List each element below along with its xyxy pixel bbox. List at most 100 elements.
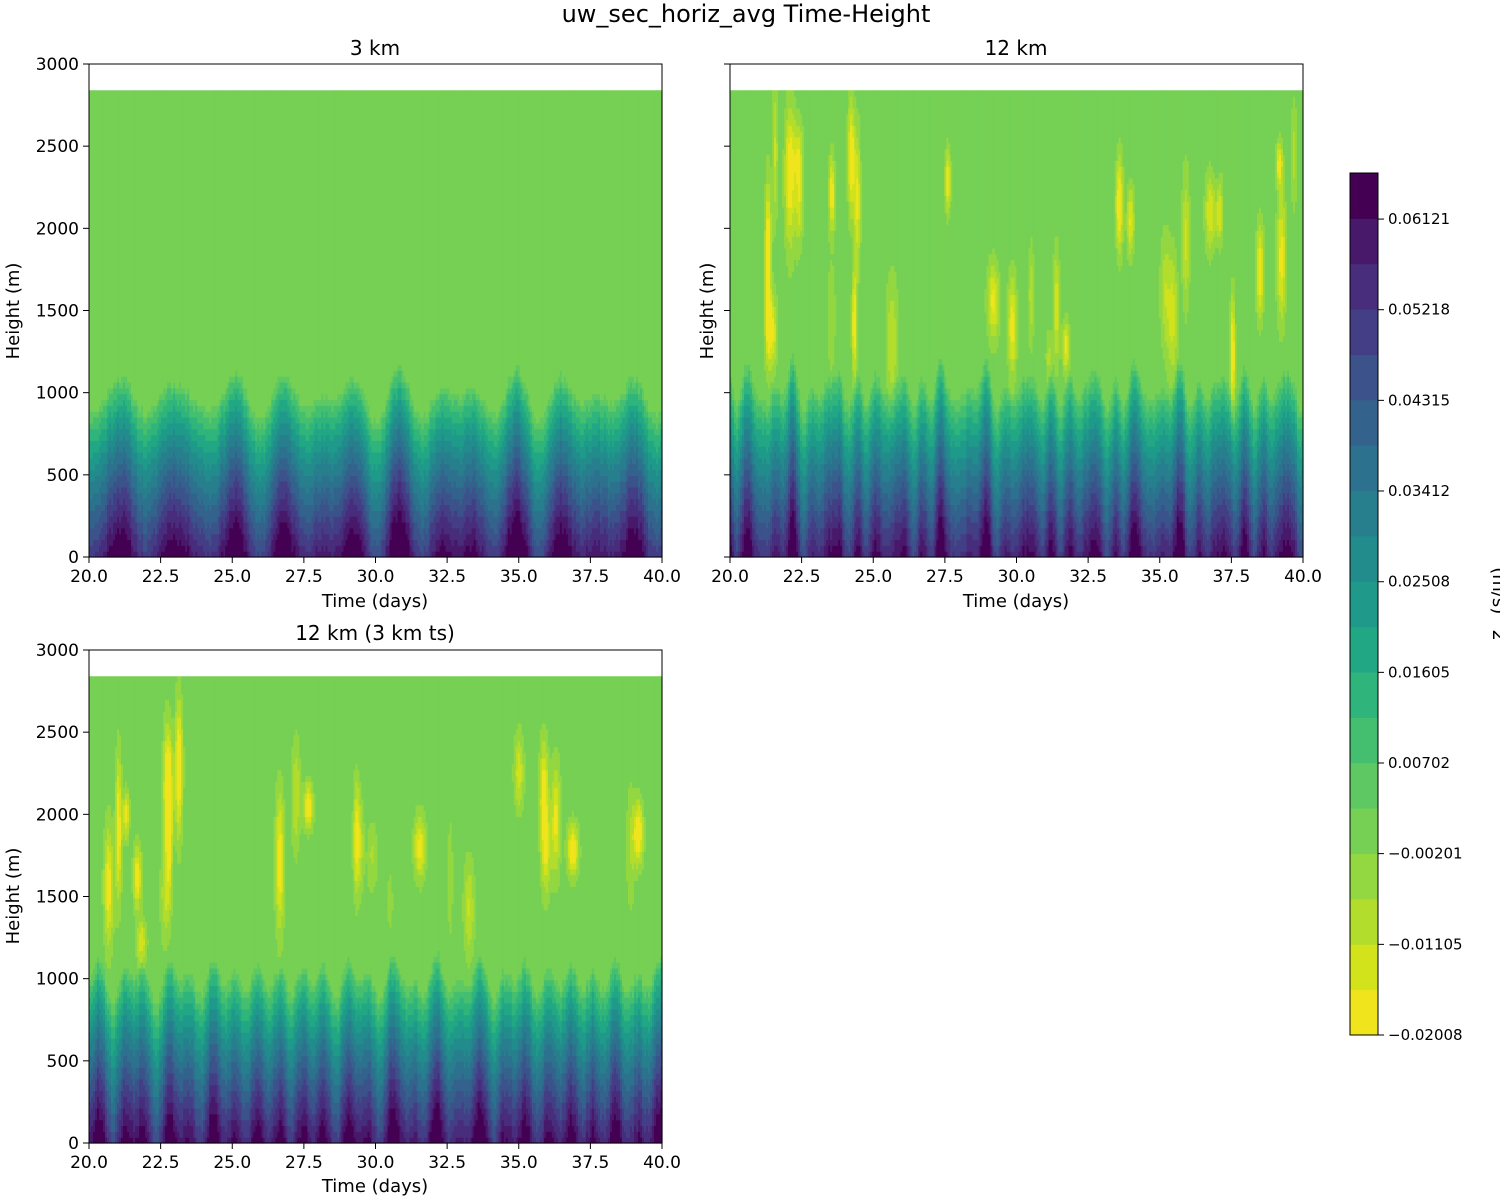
heatmap-cell bbox=[129, 486, 132, 500]
heatmap-cell bbox=[305, 492, 308, 506]
heatmap-cell bbox=[355, 516, 359, 535]
heatmap-cell bbox=[351, 446, 355, 459]
heatmap-cell bbox=[411, 539, 415, 552]
heatmap-cell bbox=[217, 90, 220, 406]
heatmap-cell bbox=[187, 492, 190, 506]
heatmap-cell bbox=[209, 527, 212, 546]
heatmap-cell bbox=[135, 492, 138, 506]
heatmap-cell bbox=[207, 440, 210, 453]
heatmap-cell bbox=[147, 90, 150, 412]
heatmap-cell bbox=[205, 481, 208, 494]
heatmap-cell bbox=[299, 446, 302, 459]
heatmap-cell bbox=[197, 457, 200, 471]
heatmap-cell bbox=[203, 492, 206, 506]
heatmap-cell bbox=[183, 422, 186, 436]
heatmap-cell bbox=[101, 469, 104, 482]
heatmap-cell bbox=[403, 399, 407, 412]
heatmap-cell bbox=[323, 504, 327, 523]
heatmap-cell bbox=[205, 469, 208, 482]
heatmap-cell bbox=[125, 393, 128, 406]
heatmap-cell bbox=[143, 446, 146, 459]
heatmap-cell bbox=[387, 469, 391, 488]
heatmap-cell bbox=[143, 533, 146, 552]
heatmap-cell bbox=[293, 463, 296, 476]
heatmap-cell bbox=[355, 381, 359, 389]
heatmap-cell bbox=[363, 422, 367, 436]
heatmap-cell bbox=[373, 463, 377, 482]
heatmap-cell bbox=[215, 440, 218, 453]
heatmap-cell bbox=[339, 405, 343, 412]
heatmap-cell bbox=[305, 416, 308, 430]
heatmap-cell bbox=[253, 498, 256, 511]
heatmap-cell bbox=[135, 90, 138, 401]
heatmap-cell bbox=[191, 522, 194, 535]
heatmap-cell bbox=[175, 422, 178, 436]
heatmap-cell bbox=[361, 533, 365, 552]
heatmap-cell bbox=[343, 405, 347, 412]
heatmap-cell bbox=[401, 381, 405, 389]
heatmap-cell bbox=[365, 539, 369, 558]
heatmap-cell bbox=[217, 486, 220, 500]
heatmap-cell bbox=[233, 498, 236, 511]
heatmap-cell bbox=[203, 90, 206, 406]
heatmap-cell bbox=[269, 434, 272, 447]
heatmap-cell bbox=[225, 411, 228, 424]
heatmap-cell bbox=[385, 504, 389, 517]
heatmap-cell bbox=[379, 481, 383, 494]
heatmap-cell bbox=[291, 416, 294, 430]
heatmap-cell bbox=[155, 498, 158, 517]
heatmap-cell bbox=[333, 551, 337, 558]
heatmap-cell bbox=[95, 504, 98, 523]
heatmap-cell bbox=[195, 451, 198, 465]
heatmap-cell bbox=[185, 428, 188, 441]
heatmap-cell bbox=[217, 533, 220, 546]
y-tick-label: 1500 bbox=[36, 302, 79, 322]
heatmap-cell bbox=[337, 446, 341, 459]
x-tick-label: 30.0 bbox=[357, 567, 395, 587]
heatmap-cell bbox=[321, 527, 325, 546]
heatmap-cell bbox=[277, 504, 280, 517]
heatmap-cell bbox=[137, 475, 140, 494]
heatmap-cell bbox=[395, 463, 399, 482]
heatmap-cell bbox=[349, 434, 353, 447]
heatmap-cell bbox=[171, 393, 174, 401]
heatmap-cell bbox=[361, 440, 365, 453]
heatmap-cell bbox=[225, 527, 228, 546]
heatmap-cell bbox=[177, 434, 180, 447]
heatmap-cell bbox=[281, 393, 284, 401]
heatmap-cell bbox=[171, 498, 174, 511]
heatmap-cell bbox=[155, 533, 158, 546]
heatmap-cell bbox=[337, 533, 341, 546]
heatmap-cell bbox=[275, 527, 278, 541]
heatmap-cell bbox=[281, 411, 284, 424]
heatmap-cell bbox=[365, 451, 369, 471]
heatmap-cell bbox=[189, 405, 192, 418]
heatmap-cell bbox=[339, 486, 343, 500]
heatmap-cell bbox=[311, 434, 314, 447]
heatmap-cell bbox=[93, 90, 96, 412]
heatmap-cell bbox=[167, 481, 170, 500]
heatmap-cell bbox=[227, 510, 230, 523]
heatmap-cell bbox=[403, 522, 407, 558]
heatmap-cell bbox=[285, 457, 288, 471]
heatmap-cell bbox=[181, 527, 184, 546]
heatmap-cell bbox=[263, 522, 266, 541]
heatmap-cell bbox=[239, 393, 242, 401]
heatmap-cell bbox=[409, 434, 413, 447]
heatmap-cell bbox=[127, 381, 130, 389]
heatmap-cell bbox=[311, 411, 314, 424]
heatmap-cell bbox=[253, 411, 256, 424]
heatmap-cell bbox=[219, 399, 222, 406]
heatmap-cell bbox=[159, 469, 162, 488]
heatmap-cell bbox=[339, 498, 343, 517]
heatmap-cell bbox=[233, 457, 236, 471]
heatmap-cell bbox=[201, 405, 204, 412]
heatmap-cell bbox=[329, 539, 333, 552]
heatmap-cell bbox=[249, 475, 252, 488]
heatmap-cell bbox=[209, 440, 212, 453]
heatmap-cell bbox=[405, 399, 409, 406]
heatmap-cell bbox=[177, 545, 180, 558]
heatmap-cell bbox=[393, 492, 397, 506]
heatmap-cell bbox=[191, 440, 194, 453]
heatmap-cell bbox=[177, 516, 180, 529]
